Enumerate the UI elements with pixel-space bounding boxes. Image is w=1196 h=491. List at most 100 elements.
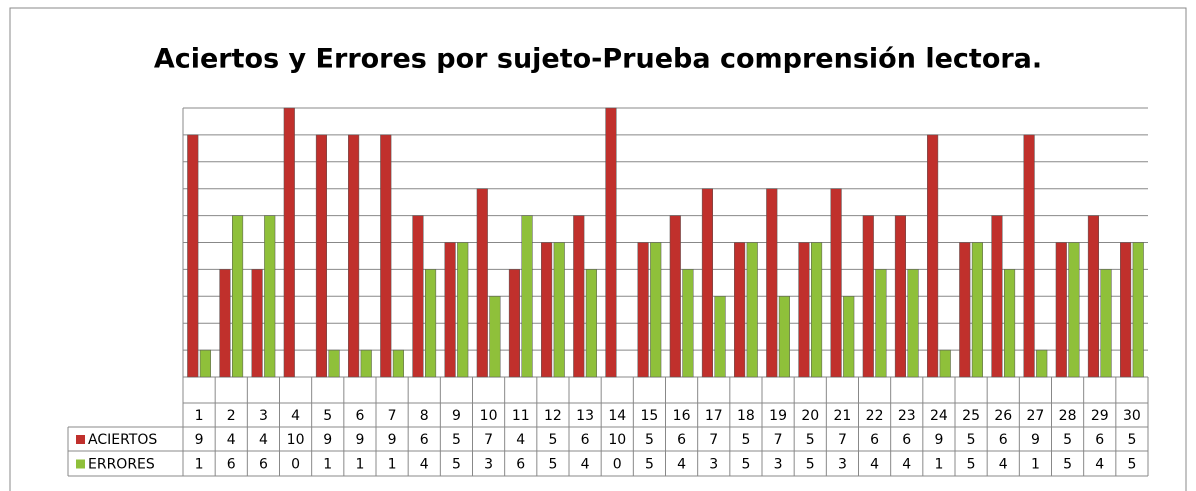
- table-value: 6: [227, 457, 236, 473]
- bar: [476, 188, 488, 378]
- table-value: 4: [516, 432, 525, 448]
- table-value: 3: [709, 457, 718, 473]
- table-value: 5: [645, 432, 654, 448]
- table-value: 1: [355, 457, 364, 473]
- bar: [1087, 215, 1100, 378]
- bar: [830, 188, 842, 378]
- legend-label: ERRORES: [88, 457, 155, 473]
- table-value: 1: [1031, 457, 1040, 473]
- table-value: 6: [516, 457, 525, 473]
- table-value: 9: [323, 432, 332, 448]
- table-value: 1: [934, 457, 943, 473]
- table-value: 5: [1063, 457, 1072, 473]
- bar: [1068, 242, 1080, 378]
- x-tick-label: 16: [673, 408, 691, 424]
- table-value: 3: [774, 457, 783, 473]
- bar: [1023, 134, 1035, 378]
- table-value: 1: [195, 457, 204, 473]
- table-value: 5: [741, 432, 750, 448]
- x-tick-label: 12: [544, 408, 562, 424]
- x-tick-label: 29: [1091, 408, 1109, 424]
- bar: [360, 349, 372, 378]
- bar: [862, 215, 874, 378]
- bar: [669, 215, 681, 378]
- table-value: 5: [645, 457, 654, 473]
- chart-border: [9, 7, 1187, 491]
- bar: [392, 349, 404, 378]
- bar: [843, 296, 855, 378]
- table-value: 5: [806, 457, 815, 473]
- chart-title: Aciertos y Errores por sujeto-Prueba com…: [154, 44, 1042, 75]
- x-tick-label: 28: [1059, 408, 1077, 424]
- bar: [875, 269, 887, 378]
- x-tick-label: 14: [608, 408, 626, 424]
- bar: [939, 349, 951, 378]
- bar: [605, 107, 617, 378]
- x-tick-label: 10: [480, 408, 498, 424]
- bar: [380, 134, 392, 378]
- x-tick-label: 13: [576, 408, 594, 424]
- table-value: 4: [227, 432, 236, 448]
- bar: [283, 107, 295, 378]
- legend-label: ACIERTOS: [88, 432, 157, 448]
- x-tick-label: 7: [388, 408, 397, 424]
- table-value: 4: [1095, 457, 1104, 473]
- table-value: 7: [484, 432, 493, 448]
- table-value: 6: [902, 432, 911, 448]
- legend-swatch: [76, 459, 85, 469]
- x-tick-label: 5: [323, 408, 332, 424]
- bar: [1004, 269, 1016, 378]
- x-tick-label: 21: [834, 408, 852, 424]
- x-tick-label: 15: [641, 408, 659, 424]
- x-tick-label: 17: [705, 408, 723, 424]
- bar: [444, 242, 456, 378]
- table-value: 6: [999, 432, 1008, 448]
- x-tick-label: 11: [512, 408, 530, 424]
- bar: [328, 349, 340, 378]
- bar: [1120, 242, 1132, 378]
- x-tick-label: 9: [452, 408, 461, 424]
- x-tick-label: 23: [898, 408, 916, 424]
- x-tick-label: 30: [1123, 408, 1141, 424]
- bar: [1132, 242, 1144, 378]
- bar: [573, 215, 585, 378]
- bar: [489, 296, 501, 378]
- table-value: 4: [870, 457, 879, 473]
- x-tick-label: 25: [962, 408, 980, 424]
- bar: [971, 242, 983, 378]
- bar: [1100, 269, 1112, 378]
- x-tick-label: 3: [259, 408, 268, 424]
- bar: [585, 269, 597, 378]
- table-value: 10: [287, 432, 305, 448]
- table-value: 3: [484, 457, 493, 473]
- bar: [219, 269, 231, 378]
- bar: [1036, 349, 1048, 378]
- bar: [637, 242, 649, 378]
- table-value: 3: [838, 457, 847, 473]
- table-value: 5: [741, 457, 750, 473]
- table-value: 9: [195, 432, 204, 448]
- bar: [907, 269, 919, 378]
- bar: [348, 134, 360, 378]
- bar: [187, 134, 199, 378]
- x-tick-label: 6: [355, 408, 364, 424]
- bar: [650, 242, 662, 378]
- bar: [508, 269, 521, 378]
- table-value: 0: [291, 457, 300, 473]
- table-value: 5: [967, 432, 976, 448]
- x-tick-label: 24: [930, 408, 948, 424]
- bar: [746, 242, 758, 378]
- bar: [541, 242, 553, 378]
- x-tick-label: 4: [291, 408, 300, 424]
- bar: [199, 349, 211, 378]
- bar: [412, 215, 424, 378]
- table-value: 5: [1127, 432, 1136, 448]
- bar: [811, 242, 823, 378]
- x-tick-label: 26: [994, 408, 1012, 424]
- table-value: 7: [838, 432, 847, 448]
- x-tick-label: 27: [1027, 408, 1045, 424]
- table-value: 5: [1063, 432, 1072, 448]
- bar: [1055, 242, 1067, 378]
- legend-swatch: [76, 435, 85, 444]
